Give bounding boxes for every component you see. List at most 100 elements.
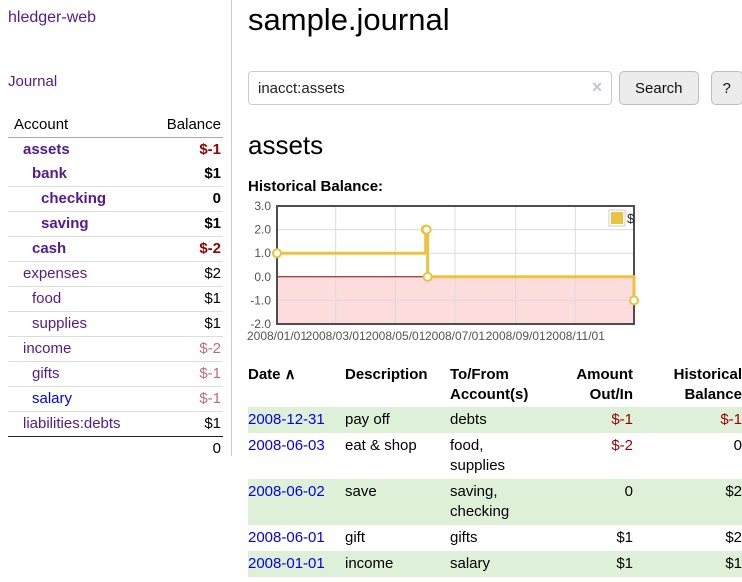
transaction-balance: 0 (733, 437, 742, 454)
account-row: checking 0 (8, 186, 223, 212)
sidebar: hledger-web Journal Account Balance asse… (0, 0, 232, 461)
account-row: salary $-1 (8, 386, 223, 412)
account-balance: $1 (204, 165, 221, 182)
account-row: expenses $2 (8, 261, 223, 287)
transaction-date-link[interactable]: 2008-06-02 (248, 483, 325, 500)
clear-search-icon[interactable]: ✕ (591, 79, 603, 95)
svg-text:2008/05/01: 2008/05/01 (365, 329, 425, 343)
transaction-date-link[interactable]: 2008-01-01 (248, 555, 325, 572)
transaction-amount: 0 (624, 483, 633, 500)
account-row: liabilities:debts $1 (8, 411, 223, 437)
transaction-row: 2008-01-01 income salary $1 $1 (248, 551, 742, 577)
search-form: ✕ Search ? (248, 71, 742, 105)
accounts-header-balance: Balance (147, 113, 223, 138)
svg-text:$: $ (627, 211, 635, 226)
chart-legend: $ (608, 209, 635, 227)
account-link-liabilities-debts[interactable]: liabilities:debts (23, 415, 121, 432)
svg-text:2008/11/01: 2008/11/01 (546, 329, 605, 343)
transaction-date-link[interactable]: 2008-06-01 (248, 529, 325, 546)
account-link-checking[interactable]: checking (41, 190, 107, 207)
svg-text:2008/03/01: 2008/03/01 (306, 329, 366, 343)
accounts-header-account: Account (8, 113, 148, 138)
account-row: bank $1 (8, 162, 223, 187)
account-link-income[interactable]: income (23, 340, 72, 357)
svg-text:-1.0: -1.0 (250, 293, 271, 307)
account-balance: $-2 (147, 336, 223, 362)
sidebar-item-journal[interactable]: Journal (8, 73, 58, 90)
register-header-historical: Historical Balance (673, 366, 742, 403)
transaction-description: eat & shop (345, 437, 417, 454)
transaction-description: gift (345, 529, 366, 546)
page-title: sample.journal (248, 2, 450, 37)
transaction-accounts: gifts (450, 529, 478, 546)
transaction-amount: $1 (616, 529, 633, 546)
transaction-accounts: saving, checking (450, 483, 510, 520)
account-balance: $1 (147, 311, 223, 337)
main-content: sample.journal ✕ Search ? assets Histori… (247, 0, 742, 577)
search-button[interactable]: Search (619, 71, 699, 105)
historical-balance-chart: 3.0 2.0 1.0 0.0 -1.0 -2.02008/01/012008/03/01… (247, 199, 639, 343)
account-link-cash[interactable]: cash (32, 240, 67, 257)
transaction-row: 2008-06-03 eat & shop food, supplies $-2 0 (248, 433, 742, 479)
account-balance: $-1 (147, 361, 223, 387)
account-row: gifts $-1 (8, 361, 223, 387)
svg-text:2008/09/01: 2008/09/01 (486, 329, 546, 343)
account-row: supplies $1 (8, 311, 223, 337)
app-brand-link[interactable]: hledger-web (8, 9, 97, 26)
account-row: income $-2 (8, 336, 223, 362)
account-link-expenses[interactable]: expenses (23, 265, 88, 282)
accounts-table: Account Balance assets $-1 bank $1 checking 0… (8, 113, 223, 461)
transaction-amount: $-1 (611, 411, 633, 428)
svg-text:3.0: 3.0 (254, 199, 271, 213)
register-table: Date ∧ Description To/From Account(s) Amount… (248, 363, 742, 577)
svg-text:2.0: 2.0 (254, 223, 271, 237)
account-link-supplies[interactable]: supplies (32, 315, 88, 332)
transaction-accounts: salary (450, 555, 491, 572)
account-row: food $1 (8, 286, 223, 312)
account-row: saving $1 (8, 211, 223, 237)
search-input[interactable] (248, 71, 612, 105)
register-header-amount: Amount Out/In (576, 366, 633, 403)
search-input-wrap: ✕ (248, 71, 612, 105)
accounts-total-balance: 0 (147, 436, 223, 461)
transaction-balance: $2 (725, 529, 742, 546)
account-row: assets $-1 (8, 138, 223, 163)
help-button[interactable]: ? (710, 71, 742, 105)
transaction-accounts: debts (450, 411, 487, 428)
account-balance: $-2 (147, 236, 223, 262)
transaction-description: pay off (345, 411, 390, 428)
transaction-row: 2008-06-01 gift gifts $1 $2 (248, 525, 742, 551)
transaction-amount: $1 (616, 555, 633, 572)
account-link-saving[interactable]: saving (41, 215, 89, 232)
account-balance: $-1 (199, 141, 221, 158)
transaction-description: income (345, 555, 394, 572)
svg-text:1.0: 1.0 (254, 246, 271, 260)
account-link-assets[interactable]: assets (23, 141, 70, 158)
svg-text:0.0: 0.0 (254, 270, 271, 284)
account-row: cash $-2 (8, 236, 223, 262)
account-link-salary[interactable]: salary (32, 390, 73, 407)
account-link-food[interactable]: food (32, 290, 62, 307)
account-balance: $1 (147, 286, 223, 312)
account-balance: $2 (147, 261, 223, 287)
transaction-balance: $2 (725, 483, 742, 500)
transaction-date-link[interactable]: 2008-06-03 (248, 437, 325, 454)
account-link-gifts[interactable]: gifts (32, 365, 60, 382)
transaction-description: save (345, 483, 377, 500)
svg-text:-2.0: -2.0 (250, 317, 271, 331)
account-balance: $1 (147, 211, 223, 237)
sort-asc-icon: ∧ (280, 366, 296, 383)
transaction-balance: $1 (725, 555, 742, 572)
register-header-date[interactable]: Date ∧ (248, 366, 296, 383)
register-header-tofrom: To/From Account(s) (450, 366, 529, 403)
account-link-bank[interactable]: bank (32, 165, 68, 182)
transaction-balance: $-1 (720, 411, 742, 428)
transaction-accounts: food, supplies (450, 437, 506, 474)
account-balance: $-1 (147, 386, 223, 412)
accounts-total-row: 0 (8, 436, 223, 461)
chart-title: Historical Balance: (248, 178, 384, 195)
register-header-description: Description (345, 366, 428, 383)
svg-text:2008/01/01: 2008/01/01 (247, 329, 307, 343)
transaction-date-link[interactable]: 2008-12-31 (248, 411, 325, 428)
transaction-row: 2008-12-31 pay off debts $-1 $-1 (248, 407, 742, 433)
